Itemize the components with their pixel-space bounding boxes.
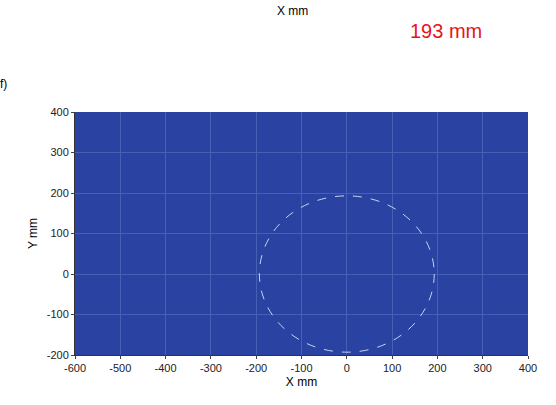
svg-text:-400: -400: [155, 362, 177, 374]
svg-text:400: 400: [50, 106, 68, 118]
svg-text:Y mm: Y mm: [26, 218, 40, 249]
svg-text:-100: -100: [290, 362, 312, 374]
svg-text:-300: -300: [200, 362, 222, 374]
svg-text:193 mm: 193 mm: [410, 20, 482, 42]
svg-text:200: 200: [50, 187, 68, 199]
svg-text:300: 300: [50, 146, 68, 158]
svg-text:-200: -200: [47, 349, 69, 361]
svg-text:0: 0: [344, 362, 350, 374]
svg-text:-200: -200: [245, 362, 267, 374]
svg-text:-500: -500: [109, 362, 131, 374]
svg-text:X mm: X mm: [286, 375, 317, 389]
svg-text:-600: -600: [64, 362, 86, 374]
svg-text:100: 100: [50, 227, 68, 239]
svg-text:-100: -100: [47, 308, 69, 320]
svg-text:400: 400: [519, 362, 537, 374]
svg-text:f): f): [0, 77, 7, 91]
svg-text:0: 0: [63, 268, 69, 280]
svg-text:X mm: X mm: [277, 4, 308, 18]
svg-text:200: 200: [428, 362, 446, 374]
svg-text:100: 100: [383, 362, 401, 374]
svg-text:300: 300: [474, 362, 492, 374]
